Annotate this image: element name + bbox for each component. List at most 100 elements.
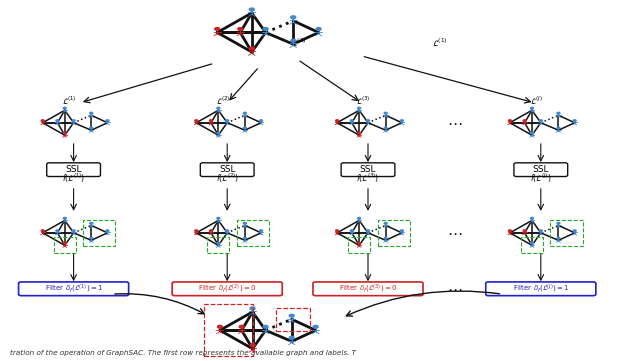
- Circle shape: [573, 230, 576, 231]
- Circle shape: [217, 132, 220, 134]
- Circle shape: [531, 217, 534, 219]
- Text: SSL: SSL: [532, 165, 549, 174]
- Circle shape: [401, 230, 403, 231]
- Circle shape: [209, 230, 212, 231]
- FancyBboxPatch shape: [313, 282, 423, 296]
- Circle shape: [90, 222, 93, 224]
- Circle shape: [350, 230, 353, 231]
- Circle shape: [523, 230, 526, 231]
- Circle shape: [335, 120, 339, 121]
- Circle shape: [557, 222, 560, 224]
- Text: tration of the operation of GraphSAC. The first row represents the available gra: tration of the operation of GraphSAC. Th…: [10, 350, 356, 356]
- Circle shape: [218, 325, 222, 328]
- Circle shape: [384, 222, 387, 224]
- Circle shape: [358, 132, 361, 134]
- Text: Filter $\delta_f(\mathcal{L}^{(1)})=1$: Filter $\delta_f(\mathcal{L}^{(1)})=1$: [45, 283, 102, 295]
- Circle shape: [239, 325, 244, 328]
- Circle shape: [263, 325, 268, 328]
- Circle shape: [41, 120, 44, 121]
- Text: $\mathcal{L}^{(1)}$: $\mathcal{L}^{(1)}$: [432, 36, 448, 49]
- Circle shape: [540, 120, 542, 121]
- Text: SSL: SSL: [65, 165, 82, 174]
- Circle shape: [250, 344, 255, 347]
- Circle shape: [289, 314, 294, 317]
- Text: $\mathcal{L}^{(3)}$: $\mathcal{L}^{(3)}$: [291, 36, 307, 49]
- Text: $\mathcal{L}^{(1)}$: $\mathcal{L}^{(1)}$: [62, 95, 76, 107]
- Circle shape: [260, 230, 262, 231]
- Circle shape: [243, 112, 246, 114]
- Circle shape: [289, 336, 294, 339]
- Circle shape: [358, 107, 361, 109]
- Circle shape: [209, 120, 212, 121]
- Circle shape: [291, 39, 296, 42]
- Circle shape: [63, 132, 67, 134]
- Circle shape: [531, 107, 534, 109]
- Circle shape: [531, 242, 534, 244]
- FancyBboxPatch shape: [47, 163, 100, 177]
- Circle shape: [540, 230, 542, 231]
- Circle shape: [106, 120, 109, 121]
- Circle shape: [384, 127, 387, 129]
- Text: $\mathcal{L}^{(J)}$: $\mathcal{L}^{(J)}$: [530, 95, 543, 107]
- Circle shape: [63, 217, 67, 219]
- FancyBboxPatch shape: [514, 163, 568, 177]
- Circle shape: [90, 127, 93, 129]
- Circle shape: [243, 127, 246, 129]
- Circle shape: [63, 107, 67, 109]
- Circle shape: [56, 230, 59, 231]
- Circle shape: [195, 120, 198, 121]
- Circle shape: [367, 120, 369, 121]
- Circle shape: [557, 112, 560, 114]
- Circle shape: [260, 120, 262, 121]
- Circle shape: [217, 217, 220, 219]
- Circle shape: [195, 230, 198, 231]
- Text: $f(\mathcal{L}^{(2)})$: $f(\mathcal{L}^{(2)})$: [216, 171, 239, 184]
- Circle shape: [557, 238, 560, 239]
- Circle shape: [41, 230, 44, 231]
- Circle shape: [217, 242, 220, 244]
- Circle shape: [250, 47, 254, 50]
- Text: $f(\mathcal{L}^{(1)})$: $f(\mathcal{L}^{(1)})$: [62, 171, 85, 184]
- Circle shape: [243, 238, 246, 239]
- FancyBboxPatch shape: [341, 163, 395, 177]
- Circle shape: [226, 230, 228, 231]
- Circle shape: [508, 230, 511, 231]
- Circle shape: [106, 230, 109, 231]
- Circle shape: [384, 238, 387, 239]
- Circle shape: [358, 242, 361, 244]
- Circle shape: [316, 27, 321, 30]
- Circle shape: [557, 127, 560, 129]
- Circle shape: [250, 307, 255, 310]
- Text: $\cdots$: $\cdots$: [447, 115, 462, 130]
- Circle shape: [523, 120, 526, 121]
- Circle shape: [573, 120, 576, 121]
- Text: $\mathcal{L}^{(2)}$: $\mathcal{L}^{(2)}$: [216, 95, 230, 107]
- Circle shape: [226, 120, 228, 121]
- Text: $\mathcal{L}^{(3)}$: $\mathcal{L}^{(3)}$: [356, 95, 371, 107]
- FancyBboxPatch shape: [200, 163, 254, 177]
- Text: Filter $\delta_f(\mathcal{L}^{(2)})=0$: Filter $\delta_f(\mathcal{L}^{(2)})=0$: [198, 283, 257, 295]
- Circle shape: [291, 16, 296, 19]
- Circle shape: [63, 242, 67, 244]
- Circle shape: [350, 120, 353, 121]
- Circle shape: [367, 230, 369, 231]
- FancyBboxPatch shape: [486, 282, 596, 296]
- Circle shape: [401, 120, 403, 121]
- Circle shape: [238, 27, 243, 30]
- Circle shape: [56, 120, 59, 121]
- Circle shape: [508, 120, 511, 121]
- Circle shape: [90, 112, 93, 114]
- Circle shape: [335, 230, 339, 231]
- Circle shape: [531, 132, 534, 134]
- Text: SSL: SSL: [360, 165, 376, 174]
- Circle shape: [215, 27, 220, 30]
- Text: $\cdots$: $\cdots$: [447, 225, 462, 240]
- Text: Filter $\delta_f(\mathcal{L}^{(3)})=0$: Filter $\delta_f(\mathcal{L}^{(3)})=0$: [339, 283, 397, 295]
- Circle shape: [217, 107, 220, 109]
- Text: $\cdots$: $\cdots$: [447, 281, 462, 296]
- Text: $f(\mathcal{L}^{(J)})$: $f(\mathcal{L}^{(J)})$: [530, 171, 552, 184]
- Circle shape: [90, 238, 93, 239]
- Circle shape: [243, 222, 246, 224]
- Circle shape: [72, 230, 75, 231]
- FancyBboxPatch shape: [19, 282, 129, 296]
